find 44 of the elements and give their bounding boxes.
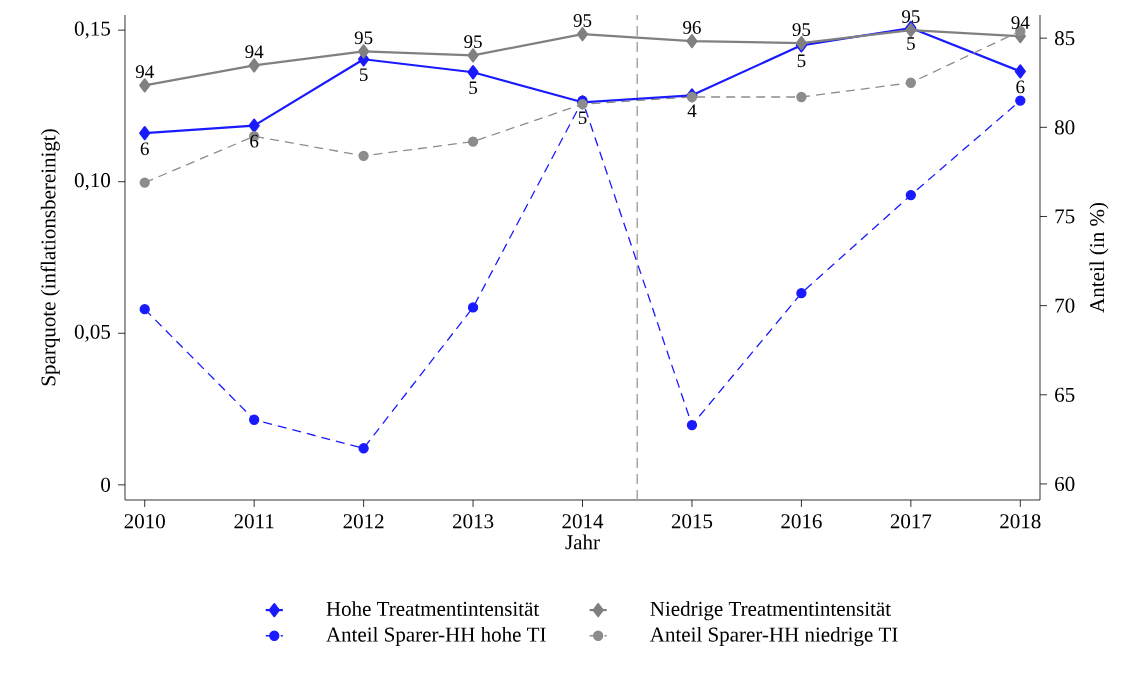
annotation: 94 [245,45,264,59]
legend-label: Niedrige Treatmentintensität [650,601,891,621]
annotation: 94 [1011,16,1030,30]
annotation: 5 [469,81,478,95]
annotation: 6 [140,142,149,156]
x-tick-label: 2010 [124,514,165,529]
y2-tick-label: 70 [1055,298,1075,313]
y-tick-label: 0,15 [74,21,110,39]
x-tick-label: 2018 [1000,514,1041,529]
annotation: 94 [135,65,154,79]
x-tick-label: 2013 [452,514,494,529]
y2-tick-label: 60 [1055,476,1075,492]
y-tick-label: 0 [101,477,111,492]
x-tick-label: 2016 [781,514,822,529]
legend-label: Anteil Sparer-HH niedrige TI [649,626,898,647]
annotation: 5 [359,68,368,82]
annotation: 4 [687,104,697,118]
annotation: 95 [901,10,920,23]
x-tick-label: 2011 [234,514,274,529]
x-axis-title: Jahr [565,534,600,550]
annotation: 6 [1016,80,1025,94]
y2-tick-label: 85 [1055,31,1075,46]
annotation: 95 [354,31,373,45]
y2-axis-title: Anteil (in %) [1089,203,1109,313]
legend-label: Hohe Treatmentintensität [326,601,540,616]
x-tick-label: 2012 [343,514,384,529]
annotation: 5 [797,54,806,68]
y-axis-title: Sparquote (inflationsbereinigt) [40,129,60,386]
annotation: 95 [464,35,482,49]
annotation: 96 [683,21,701,34]
y-tick-label: 0,10 [74,173,111,191]
annotation: 95 [573,14,592,27]
x-tick-label: 2014 [562,514,604,529]
legend-label: Anteil Sparer-HH hohe TI [326,626,546,646]
y2-tick-label: 75 [1055,209,1075,224]
y2-tick-label: 65 [1055,387,1075,402]
annotation: 6 [250,134,259,148]
y-tick-label: 0,05 [74,324,110,342]
x-tick-label: 2015 [671,514,713,529]
y2-tick-label: 80 [1055,120,1075,135]
annotation: 5 [907,37,915,50]
x-tick-label: 2017 [890,514,932,529]
annotation: 95 [792,23,811,36]
annotation: 5 [578,111,587,125]
